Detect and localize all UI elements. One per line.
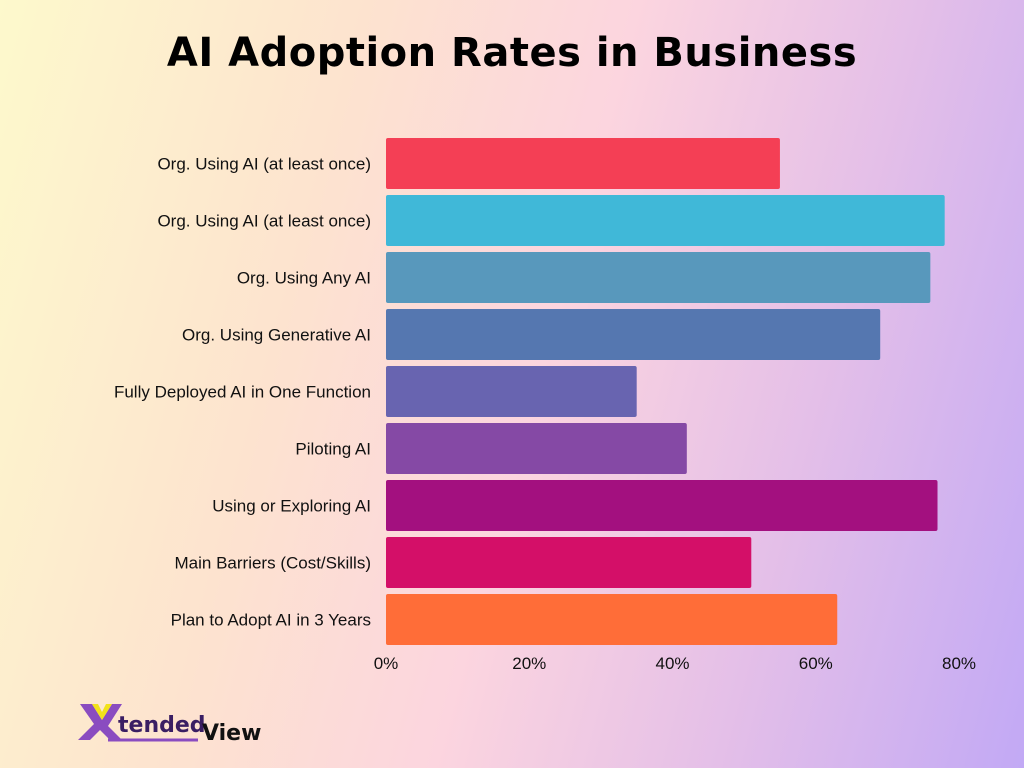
category-label: Piloting AI (295, 440, 371, 459)
category-label: Using or Exploring AI (212, 497, 371, 516)
x-tick-label: 20% (512, 654, 546, 673)
bar (386, 480, 938, 531)
chart-title: AI Adoption Rates in Business (166, 30, 858, 76)
category-label: Org. Using Generative AI (182, 326, 371, 345)
bar (386, 537, 752, 588)
x-tick-label: 0% (374, 654, 399, 673)
category-label: Org. Using AI (at least once) (157, 212, 371, 231)
category-label: Plan to Adopt AI in 3 Years (171, 611, 371, 630)
x-tick-label: 60% (799, 654, 833, 673)
category-label: Main Barriers (Cost/Skills) (175, 554, 371, 573)
xtendedview-logo: tended View (78, 700, 268, 750)
category-label: Org. Using Any AI (237, 269, 371, 288)
bar (386, 309, 881, 360)
bar (386, 138, 780, 189)
bar (386, 366, 637, 417)
bar (386, 252, 931, 303)
logo-text-view: View (202, 721, 261, 745)
logo-text-tended: tended (118, 713, 206, 738)
category-label: Org. Using AI (at least once) (157, 155, 371, 174)
category-label: Fully Deployed AI in One Function (114, 383, 371, 402)
bar (386, 195, 945, 246)
x-tick-label: 40% (655, 654, 689, 673)
bar (386, 423, 687, 474)
bar (386, 594, 838, 645)
x-tick-label: 80% (942, 654, 976, 673)
logo-graphic: tended View (78, 704, 261, 746)
